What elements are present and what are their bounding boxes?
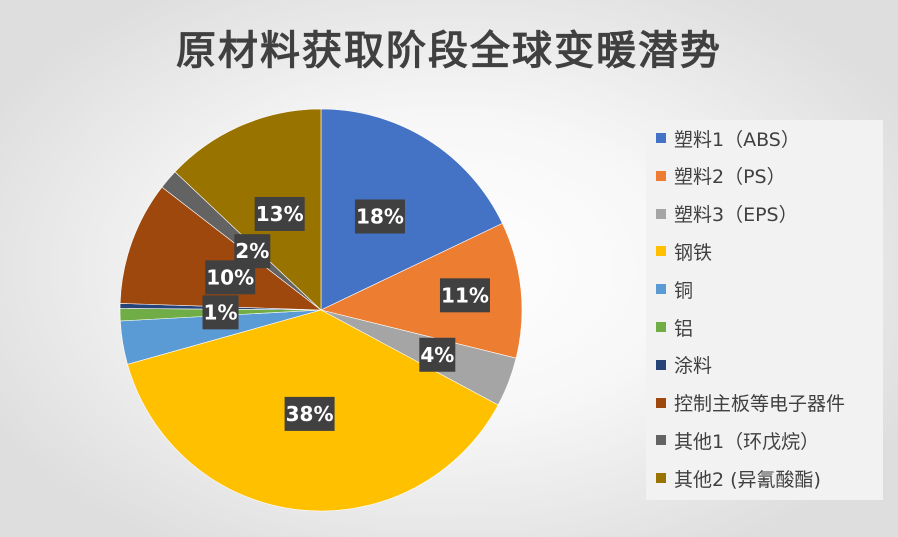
pie-slice	[320, 222, 523, 359]
legend-swatch	[656, 284, 666, 295]
legend-swatch	[656, 435, 666, 446]
legend-label: 涂料	[674, 355, 713, 378]
data-label: 38%	[284, 396, 335, 431]
legend-item: 塑料3（EPS）	[656, 202, 798, 226]
data-label-box	[234, 234, 271, 269]
data-label-text: 18%	[356, 204, 404, 228]
legend-swatch	[656, 322, 666, 332]
data-label-text: 13%	[256, 202, 304, 226]
legend-swatch	[656, 359, 666, 370]
legend-item: 铜	[656, 277, 694, 302]
pie-slice	[320, 108, 503, 311]
legend-label: 塑料1（ABS）	[674, 128, 800, 151]
data-label-text: 10%	[206, 265, 254, 289]
legend-swatch	[656, 170, 666, 181]
data-label-box	[254, 196, 305, 231]
pie-slices	[119, 108, 523, 512]
legend-label: 其他1（环戊烷）	[674, 430, 820, 453]
legend-label: 塑料2（PS）	[674, 166, 786, 189]
legend-item: 塑料2（PS）	[656, 164, 786, 188]
pie-slice	[119, 186, 322, 311]
legend-swatch	[656, 246, 666, 257]
data-label-box	[419, 337, 456, 372]
legend-swatch	[656, 133, 666, 143]
data-label: 2%	[234, 234, 271, 269]
legend: 塑料1（ABS） 塑料2（PS） 塑料3（EPS） 钢铁铜铝涂料控制主板等电子器件 其他…	[646, 120, 883, 500]
legend-item: 塑料1（ABS）	[656, 126, 800, 151]
legend-label: 控制主板等电子器件	[674, 393, 846, 416]
legend-label: 铜	[674, 279, 694, 302]
legend-swatch	[656, 208, 666, 219]
legend-swatch	[656, 473, 666, 484]
data-label-box	[354, 199, 405, 234]
data-label-text: 4%	[420, 343, 454, 367]
data-label-box	[202, 295, 239, 330]
legend-item: 其他2 (异氰酸酯)	[656, 466, 821, 491]
data-label-box	[284, 396, 335, 431]
legend-item: 控制主板等电子器件	[656, 391, 845, 415]
data-label: 13%	[254, 196, 305, 231]
data-label-box	[439, 278, 490, 313]
legend-label: 塑料3（EPS）	[674, 204, 798, 227]
legend-label: 其他2 (异氰酸酯)	[674, 468, 821, 491]
data-label: 11%	[439, 278, 490, 313]
legend-label: 铝	[674, 317, 694, 340]
legend-swatch	[656, 397, 666, 408]
legend-item: 涂料	[656, 353, 712, 377]
legend-item: 钢铁	[656, 239, 713, 264]
data-label: 4%	[419, 337, 456, 372]
pie-data-labels: 18% 11% 4% 38% 1% 10%2% 13%	[202, 196, 490, 431]
data-label-text: 11%	[441, 283, 489, 307]
data-label: 18%	[354, 199, 405, 234]
data-label: 1%	[202, 295, 239, 330]
data-label-text: 2%	[235, 239, 269, 263]
legend-label: 钢铁	[674, 241, 713, 264]
data-label-text: 38%	[286, 402, 334, 426]
legend-item: 铝	[656, 315, 694, 340]
legend-item: 其他1（环戊烷）	[656, 428, 820, 453]
chart-title: 原材料获取阶段全球变暖潜势	[176, 28, 722, 74]
pie-slice	[174, 108, 322, 311]
data-label-text: 1%	[204, 300, 238, 324]
